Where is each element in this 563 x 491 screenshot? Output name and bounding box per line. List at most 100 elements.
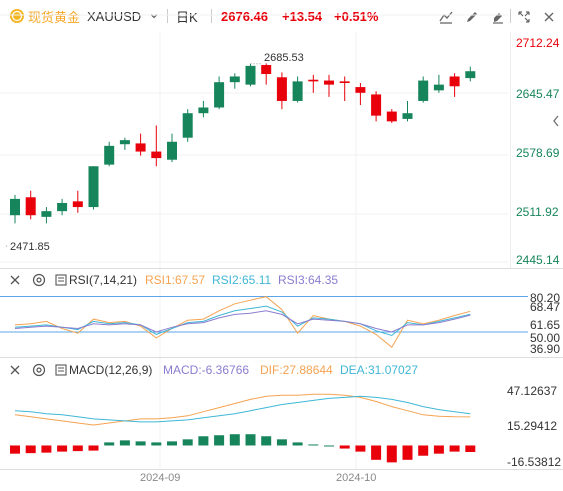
dif-value: DIF:27.88644 [260, 363, 333, 377]
macd-histogram-bar [465, 445, 476, 452]
close-icon[interactable] [540, 8, 558, 26]
high-price-label: 2685.53 [264, 52, 304, 64]
candle-body [449, 76, 460, 87]
candle-body [245, 65, 256, 85]
macd-histogram-bar [57, 445, 68, 452]
rsi2-value: RSI2:65.11 [212, 273, 272, 287]
collapse-icon[interactable] [6, 271, 24, 289]
macd-histogram-bar [135, 441, 146, 446]
price-axis-tick: 2445.14 [516, 253, 560, 267]
macd-histogram-bar [292, 442, 303, 446]
macd-histogram-bar [449, 445, 460, 452]
macd-histogram-bar [245, 434, 256, 446]
candle-body [324, 80, 334, 85]
macd-axis-tick: 15.29412 [507, 419, 558, 433]
macd-histogram-bar [402, 445, 413, 460]
header-divider [211, 9, 212, 23]
price-panel [6, 63, 476, 247]
candle-body [276, 77, 287, 101]
macd-histogram-bar [418, 445, 429, 456]
panel-separators [0, 32, 563, 470]
symbol-name[interactable]: 现货黄金 [28, 9, 81, 25]
candle-body [418, 80, 429, 101]
candle-body [386, 111, 397, 122]
dea-value: DEA:31.07027 [340, 363, 419, 377]
settings-gear-icon[interactable] [30, 361, 48, 379]
candle-body [25, 197, 36, 216]
macd-histogram-bar [198, 436, 209, 446]
macd-histogram-bar [339, 445, 350, 449]
macd-histogram-bar [386, 445, 397, 463]
price-axis-tick: 2511.92 [516, 205, 559, 219]
candle-body [88, 166, 99, 208]
candle-body [339, 81, 350, 84]
price-axis-tick: 2578.69 [516, 146, 560, 160]
candle-body [135, 143, 146, 152]
candle-body [104, 145, 115, 165]
macd-histogram-bar [355, 445, 366, 452]
low-price-label: 2471.85 [10, 241, 50, 253]
rsi-series-line [14, 305, 471, 337]
candle-body [198, 107, 209, 114]
candle-body [72, 201, 83, 208]
settings-gear-icon[interactable] [30, 271, 48, 289]
macd-histogram-bar [229, 434, 240, 446]
macd-title: MACD(12,26,9) [69, 363, 153, 377]
price-change-pct: +0.51% [334, 8, 379, 24]
collapse-icon[interactable] [6, 361, 24, 379]
info-box-icon[interactable] [52, 361, 70, 379]
x-axis-tick: 2024-10 [336, 472, 377, 484]
macd-histogram-bar [72, 445, 83, 452]
macd-histogram-bar [119, 440, 130, 446]
macd-histogram-bar [10, 445, 20, 454]
gold-coin-icon [8, 7, 26, 25]
header-divider [510, 9, 511, 23]
candle-body [402, 113, 413, 119]
macd-histogram-bar [104, 442, 115, 446]
candle-body [371, 94, 382, 116]
candle-body [465, 71, 476, 79]
candle-body [261, 65, 272, 75]
macd-histogram-bar [214, 435, 225, 446]
x-axis-tick: 2024-09 [140, 472, 181, 484]
macd-histogram-bar [308, 444, 319, 446]
macd-histogram-bar [324, 445, 334, 447]
info-box-icon[interactable] [52, 271, 70, 289]
rsi-axis-tick: 50.00 [530, 331, 561, 345]
candle-body [167, 141, 177, 160]
symbol-code[interactable]: XAUUSD [87, 8, 142, 24]
candle-body [433, 84, 444, 91]
rsi-title: RSI(7,14,21) [69, 273, 138, 287]
header-divider [167, 9, 168, 23]
candle-body [10, 198, 20, 216]
candle-body [119, 140, 130, 145]
candle-body [292, 81, 303, 101]
macd-axis-tick: 47.12637 [507, 384, 558, 398]
fullscreen-icon[interactable] [515, 8, 533, 26]
rsi-series-line [14, 296, 471, 349]
timeframe-selector[interactable]: 日K [176, 9, 198, 25]
candle-body [355, 87, 366, 93]
chevron-left-icon[interactable] [547, 112, 563, 130]
candle-body [214, 82, 225, 108]
macd-histogram-bar [371, 445, 382, 460]
rsi-series-line [14, 310, 471, 333]
rsi-axis-tick: 61.65 [530, 318, 561, 332]
macd-series-line [14, 393, 471, 426]
macd-histogram-bar [41, 445, 52, 453]
chart-header: 现货黄金 XAUUSD 日K 2676.46 +13.54 +0.51% [0, 0, 563, 32]
rsi-axis-tick: 68.47 [530, 300, 561, 314]
candle-body [151, 151, 162, 159]
last-price: 2676.46 [221, 8, 268, 24]
candle-body [57, 202, 68, 212]
rsi3-value: RSI3:64.35 [278, 273, 339, 287]
macd-histogram-bar [276, 439, 287, 446]
rsi-axis-tick: 36.90 [530, 342, 561, 356]
rsi-axis-tick: 80.20 [530, 291, 561, 305]
macd-axis-tick: -16.53812 [507, 455, 562, 469]
candle-body [308, 79, 319, 82]
macd-histogram-bar [88, 445, 99, 451]
macd-histogram-bar [433, 445, 444, 454]
macd-histogram-bar [261, 436, 272, 446]
